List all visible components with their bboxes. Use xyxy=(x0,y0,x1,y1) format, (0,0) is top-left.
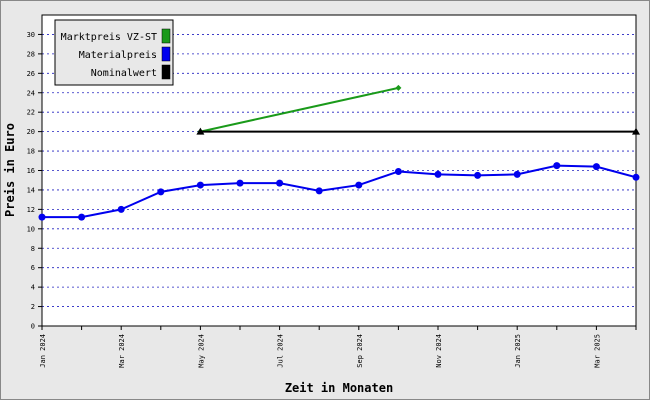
x-tick-label: Jul 2024 xyxy=(277,334,285,368)
legend-swatch xyxy=(161,64,171,80)
legend: Marktpreis VZ-ST Materialpreis Nominalwert xyxy=(54,19,174,86)
point xyxy=(355,181,363,189)
point xyxy=(513,170,521,178)
x-tick-label: Mar 2024 xyxy=(118,334,126,368)
point xyxy=(196,181,204,189)
y-tick-label: 12 xyxy=(27,206,35,214)
point xyxy=(117,205,125,213)
y-tick-label: 4 xyxy=(31,284,35,292)
legend-swatch xyxy=(161,28,171,44)
y-axis-label: Preis in Euro xyxy=(3,123,17,217)
point xyxy=(474,171,482,179)
x-tick-label: Mar 2025 xyxy=(593,334,601,368)
y-tick-label: 14 xyxy=(27,186,35,194)
y-tick-label: 8 xyxy=(31,245,35,253)
y-tick-label: 10 xyxy=(27,225,35,233)
y-tick-label: 6 xyxy=(31,264,35,272)
x-tick-label: Jan 2025 xyxy=(514,334,522,368)
x-tick-label: Nov 2024 xyxy=(435,334,443,368)
legend-label: Materialpreis xyxy=(79,50,157,61)
point xyxy=(395,84,402,91)
legend-swatch xyxy=(161,46,171,62)
y-tick-label: 26 xyxy=(27,70,35,78)
y-tick-label: 16 xyxy=(27,167,35,175)
x-tick-label: May 2024 xyxy=(197,334,205,368)
legend-box xyxy=(54,19,174,86)
y-tick-label: 2 xyxy=(31,303,35,311)
y-tick-label: 18 xyxy=(27,148,35,156)
point xyxy=(394,167,402,175)
y-tick-label: 30 xyxy=(27,31,35,39)
point xyxy=(632,173,640,181)
point xyxy=(276,179,284,187)
x-axis-label: Zeit in Monaten xyxy=(285,381,393,395)
point xyxy=(315,187,323,195)
series-line xyxy=(42,164,637,219)
plot-border xyxy=(41,14,637,327)
point xyxy=(632,127,640,135)
y-tick-label: 24 xyxy=(27,89,35,97)
point xyxy=(38,213,46,221)
y-tick-label: 22 xyxy=(27,109,35,117)
point xyxy=(196,127,205,135)
point xyxy=(592,163,600,171)
series-line xyxy=(200,86,399,133)
point xyxy=(553,162,561,170)
legend-label: Marktpreis VZ-ST xyxy=(61,32,157,43)
y-tick-label: 20 xyxy=(27,128,35,136)
point xyxy=(434,170,442,178)
point xyxy=(78,213,86,221)
y-tick-label: 28 xyxy=(27,50,35,58)
y-tick-label: 0 xyxy=(31,323,35,331)
x-tick-label: Jan 2024 xyxy=(39,334,47,368)
point xyxy=(236,179,244,187)
point xyxy=(157,188,165,196)
legend-label: Nominalwert xyxy=(91,68,157,79)
x-tick-label: Sep 2024 xyxy=(356,334,364,368)
